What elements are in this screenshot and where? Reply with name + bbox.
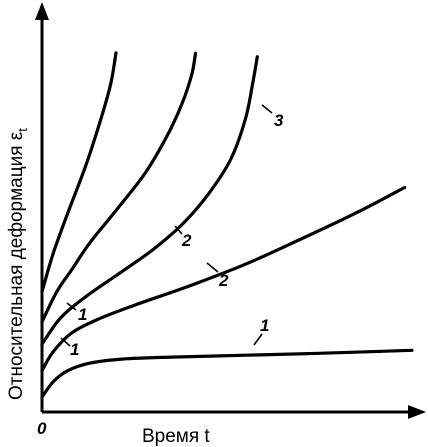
y-axis-label-subscript: t (15, 128, 30, 132)
mark-leader (253, 333, 263, 346)
y-axis-label-main: Относительная деформация ε (6, 131, 27, 400)
creep-curve-2 (40, 185, 407, 373)
curve-2-mark-2: 2 (218, 271, 229, 290)
mark-leader (174, 225, 183, 235)
creep-curve-3 (40, 55, 259, 346)
mark-leader (60, 337, 71, 347)
curve-1-mark-1: 1 (260, 316, 269, 335)
curve-2-mark-1: 1 (70, 340, 79, 359)
curve-3-mark-2: 2 (181, 231, 192, 250)
origin-label: 0 (37, 419, 47, 438)
y-axis-label-group: Относительная деформация εt (6, 128, 30, 400)
y-axis-label: Относительная деформация εt (6, 128, 30, 400)
curve-3-mark-1: 1 (78, 305, 87, 324)
creep-curve-1 (40, 348, 414, 399)
mark-leader (206, 262, 219, 273)
x-axis-label: Время t (142, 426, 210, 447)
creep-curve-5 (40, 51, 118, 294)
curve-3-mark-3: 3 (274, 111, 284, 130)
mark-leader (66, 302, 77, 311)
mark-leader (261, 104, 273, 114)
x-axis-arrow (408, 405, 426, 419)
creep-curve-4 (40, 51, 198, 324)
y-axis-arrow (35, 2, 49, 20)
